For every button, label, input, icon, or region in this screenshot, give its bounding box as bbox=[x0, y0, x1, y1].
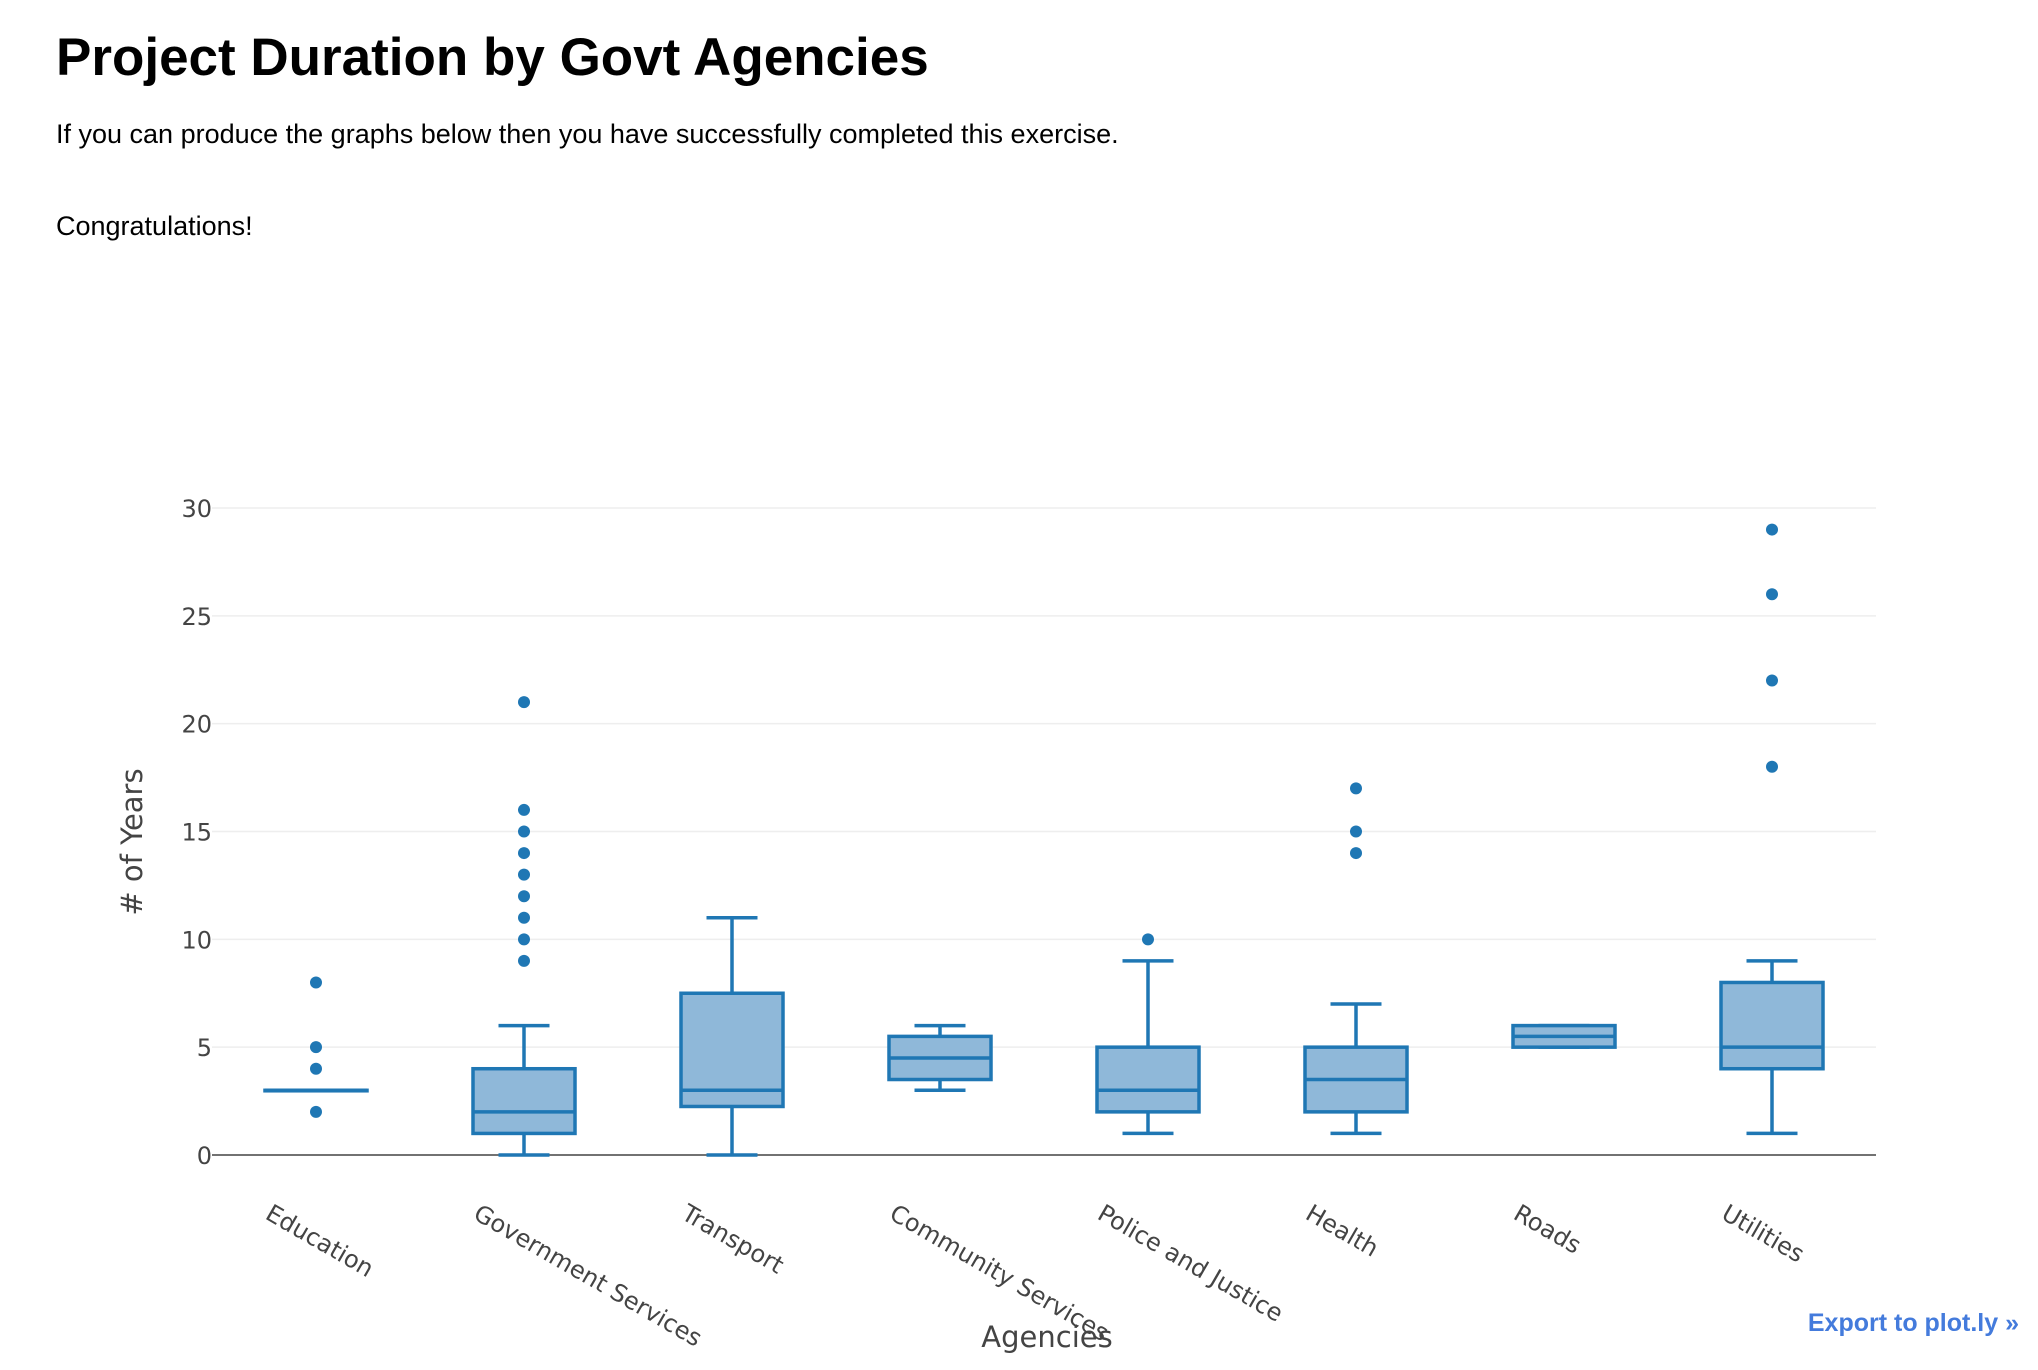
congrats-text: Congratulations! bbox=[56, 211, 253, 241]
outlier-point[interactable] bbox=[518, 890, 530, 903]
box-1[interactable] bbox=[471, 696, 577, 1157]
box-iqr bbox=[1095, 1045, 1201, 1114]
box-4[interactable] bbox=[1095, 933, 1201, 1136]
outlier-point[interactable] bbox=[310, 1105, 322, 1118]
outlier-point[interactable] bbox=[1350, 825, 1362, 838]
x-tick-label: Roads bbox=[1509, 1199, 1586, 1260]
outlier-point[interactable] bbox=[518, 933, 530, 946]
outlier-point[interactable] bbox=[310, 1062, 322, 1075]
box-3[interactable] bbox=[887, 1023, 993, 1093]
gridlines bbox=[212, 507, 1876, 1156]
outlier-point[interactable] bbox=[1766, 760, 1778, 773]
y-tick-label: 0 bbox=[197, 1142, 212, 1170]
box-iqr bbox=[1719, 980, 1825, 1071]
box-5[interactable] bbox=[1303, 782, 1409, 1136]
boxes bbox=[263, 523, 1825, 1157]
outlier-point[interactable] bbox=[1766, 523, 1778, 536]
outlier-point[interactable] bbox=[1142, 933, 1154, 946]
outlier-point[interactable] bbox=[1766, 588, 1778, 601]
outlier-point[interactable] bbox=[518, 954, 530, 967]
outlier-point[interactable] bbox=[518, 847, 530, 860]
x-tick-label: Utilities bbox=[1717, 1199, 1809, 1268]
outlier-point[interactable] bbox=[518, 911, 530, 924]
x-tick-label: Government Services bbox=[469, 1199, 707, 1353]
outlier-point[interactable] bbox=[518, 696, 530, 709]
x-tick-label: Police and Justice bbox=[1093, 1199, 1288, 1328]
outlier-point[interactable] bbox=[518, 803, 530, 816]
box-7[interactable] bbox=[1719, 523, 1825, 1136]
box-0[interactable] bbox=[263, 976, 369, 1118]
box-iqr bbox=[471, 1066, 577, 1136]
x-axis-title: Agencies bbox=[981, 1320, 1112, 1354]
x-tick-label: Transport bbox=[676, 1198, 788, 1279]
y-tick-label: 30 bbox=[181, 495, 212, 523]
outlier-point[interactable] bbox=[518, 868, 530, 881]
box-2[interactable] bbox=[679, 916, 785, 1157]
outlier-point[interactable] bbox=[1766, 674, 1778, 687]
outlier-point[interactable] bbox=[1350, 782, 1362, 795]
page-title: Project Duration by Govt Agencies bbox=[56, 28, 929, 87]
y-axis-ticks: 0 5 10 15 20 25 30 bbox=[181, 495, 212, 1170]
y-tick-label: 15 bbox=[181, 819, 212, 847]
outlier-point[interactable] bbox=[310, 976, 322, 989]
box-6[interactable] bbox=[1511, 1023, 1617, 1049]
outlier-point[interactable] bbox=[518, 825, 530, 838]
y-axis-title: # of Years bbox=[115, 768, 149, 915]
intro-text: If you can produce the graphs below then… bbox=[56, 119, 1119, 149]
box-iqr bbox=[679, 991, 785, 1109]
y-tick-label: 25 bbox=[181, 603, 212, 631]
y-tick-label: 20 bbox=[181, 711, 212, 739]
export-to-plotly-link[interactable]: Export to plot.ly » bbox=[1807, 1309, 2019, 1337]
outlier-point[interactable] bbox=[310, 1041, 322, 1054]
x-tick-label: Health bbox=[1301, 1199, 1383, 1263]
outlier-point[interactable] bbox=[1350, 847, 1362, 860]
y-tick-label: 5 bbox=[197, 1034, 212, 1062]
x-tick-label: Education bbox=[261, 1199, 378, 1283]
y-tick-label: 10 bbox=[181, 926, 212, 954]
